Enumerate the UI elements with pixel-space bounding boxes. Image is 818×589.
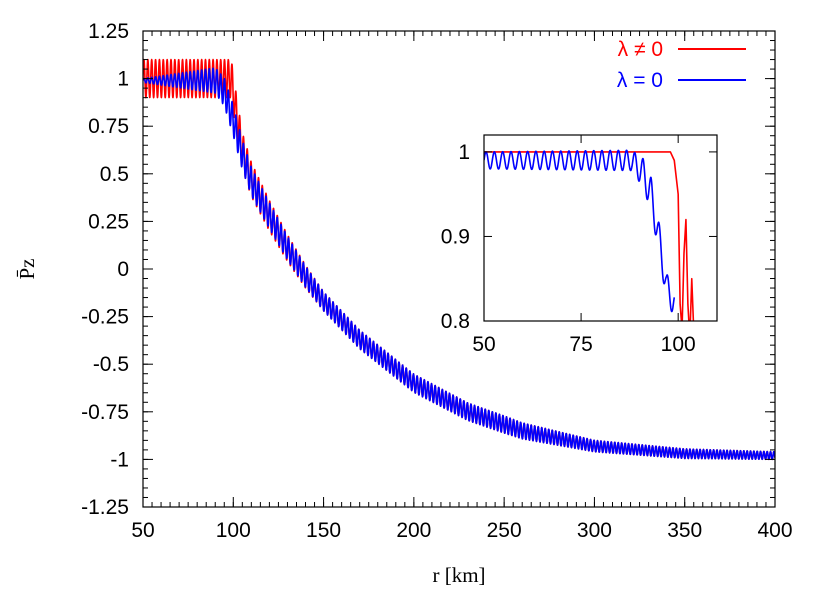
inset-curves: [484, 149, 695, 321]
main-y-tick-label: 0: [117, 258, 129, 281]
main-y-tick-label: -1.25: [81, 496, 129, 519]
legend-label-lambda-nonzero: λ ≠ 0: [618, 38, 663, 61]
inset-chart: 50 75 100 1 0.9 0.8: [441, 134, 718, 356]
main-y-tick-label: 1.25: [88, 20, 129, 43]
main-x-tick-label: 350: [667, 519, 702, 542]
main-chart: 50 100 150 200 250 300 350 4001.2510.750.50.250…: [15, 20, 793, 587]
main-y-tick-label: -1: [110, 448, 129, 471]
inset-y-tick-label: 1: [458, 141, 470, 164]
inset-tick-labels: 50 75 100 1 0.9 0.8: [441, 141, 696, 356]
main-x-tick-label: 250: [487, 519, 522, 542]
main-y-tick-label: 0.25: [88, 210, 129, 233]
main-plot-frame: [142, 30, 776, 508]
main-series-lambda-zero: [143, 67, 775, 461]
main-ticks: [142, 30, 776, 508]
main-y-tick-label: 0.5: [100, 163, 129, 186]
y-axis-label: P̄z: [15, 259, 39, 280]
main-x-tick-label: 200: [396, 519, 431, 542]
main-x-tick-label: 300: [577, 519, 612, 542]
main-x-tick-label: 150: [306, 519, 341, 542]
legend-label-lambda-zero: λ = 0: [617, 69, 663, 92]
main-x-tick-label: 400: [757, 519, 792, 542]
main-x-tick-label: 100: [216, 519, 251, 542]
main-tick-labels: 50 100 150 200 250 300 350 4001.2510.750.50.250…: [81, 20, 792, 542]
inset-x-tick-label: 100: [661, 333, 696, 356]
inset-series-lambda-nonzero: [484, 151, 695, 321]
main-y-tick-label: -0.25: [81, 306, 129, 329]
inset-series-lambda-zero: [484, 149, 676, 313]
inset-x-tick-label: 50: [472, 333, 495, 356]
main-y-tick-label: -0.5: [93, 353, 129, 376]
main-y-tick-label: -0.75: [81, 401, 129, 424]
inset-x-tick-label: 75: [569, 333, 592, 356]
x-axis-label: r [km]: [432, 563, 485, 587]
inset-y-tick-label: 0.8: [441, 310, 470, 333]
legend: λ ≠ 0 λ = 0: [617, 38, 746, 92]
inset-background: [484, 135, 717, 321]
main-x-tick-label: 50: [131, 519, 154, 542]
main-curves: [143, 58, 775, 461]
main-y-tick-label: 0.75: [88, 115, 129, 138]
inset-plot-frame: [483, 134, 718, 322]
inset-y-tick-label: 0.9: [441, 225, 470, 248]
main-y-tick-label: 1: [117, 68, 129, 91]
